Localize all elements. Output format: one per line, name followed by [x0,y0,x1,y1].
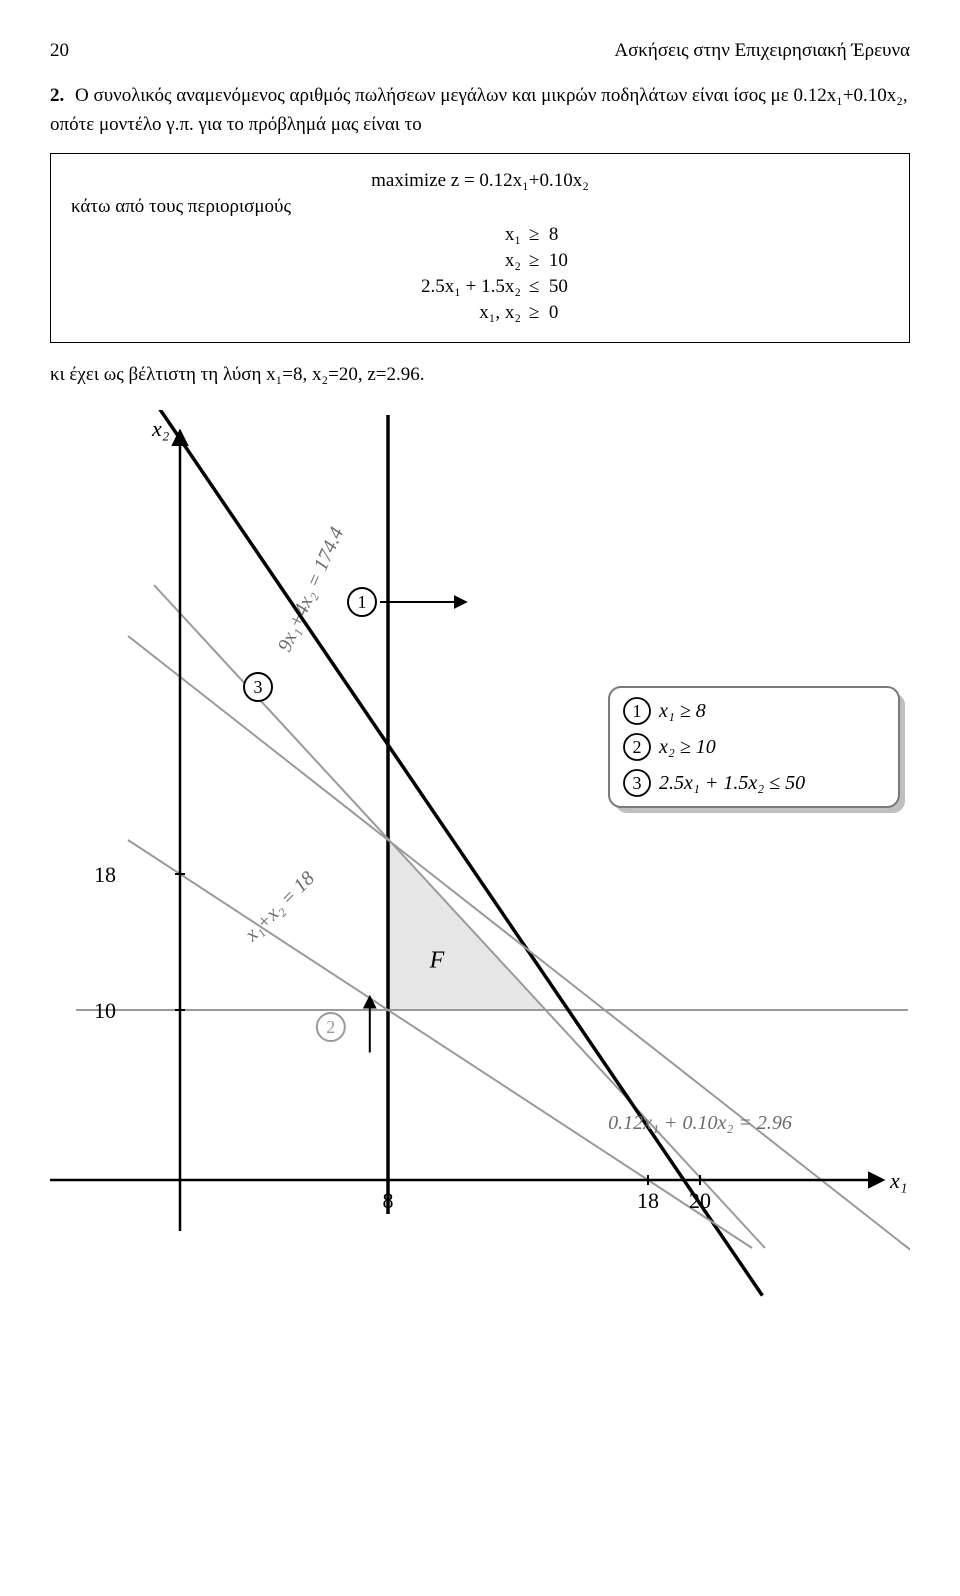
x-tick-8: 8 [383,1188,394,1213]
y-tick-18: 18 [94,862,116,887]
header-title: Ασκήσεις στην Επιχειρησιακή Έρευνα [614,40,910,62]
item-number: 2. [50,85,64,106]
model-subject-to: κάτω από τους περιορισμούς [71,196,889,218]
line-9x1_4x2_174.4 [138,410,762,1296]
model-constraints: x₁≥ 8x₂≥ 102.5x₁ + 1.5x₂≤ 50x₁, x₂≥ 0 [71,224,889,324]
y-axis-label: x₂ [151,416,170,441]
objective-label: 0.12x₁ + 0.10x₂ = 2.96 [608,1112,792,1134]
model-box: maximize z = 0.12x₁+0.10x₂ κάτω από τους… [50,153,910,343]
x-tick-18: 18 [637,1188,659,1213]
x-axis-label: x₁ [889,1168,907,1193]
body-paragraph: 2. Ο συνολικός αναμενόμενος αριθμός πωλή… [50,82,910,139]
svg-text:3: 3 [633,773,642,793]
legend-item-2: x₂ ≥ 10 [658,736,716,758]
line-label: 9x₁+4x₂ = 174.4 [274,523,348,654]
diagram: x₁ x₂ 8 18 20 10 18 F 9x₁+4x₂ = 174.4 x₁+x₂ = 18 0… [50,410,910,1335]
circle-label-2: 2 [326,1017,335,1037]
line-label: x₁+x₂ = 18 [240,867,319,946]
circle-label-3: 3 [254,677,263,697]
circle-label-1: 1 [358,592,367,612]
feasible-label: F [429,947,445,973]
model-objective: maximize z = 0.12x₁+0.10x₂ [71,170,889,192]
paragraph-2: κι έχει ως βέλτιστη τη λύση x₁=8, x₂=20,… [50,361,910,390]
paragraph-1: Ο συνολικός αναμενόμενος αριθμός πωλήσεω… [50,85,908,135]
svg-text:2: 2 [633,737,642,757]
legend-item-3: 2.5x₁ + 1.5x₂ ≤ 50 [659,772,805,794]
page-number: 20 [50,40,69,62]
x-tick-20: 20 [689,1188,711,1213]
svg-text:1: 1 [633,701,642,721]
legend-item-1: x₁ ≥ 8 [658,700,706,722]
y-tick-10: 10 [94,998,116,1023]
